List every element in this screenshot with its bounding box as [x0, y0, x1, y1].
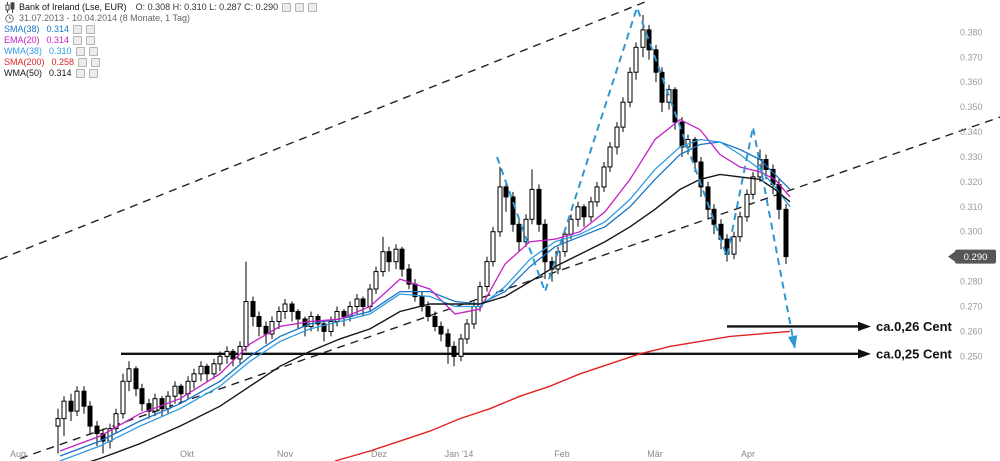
- indicator-label: WMA(38): [4, 46, 42, 56]
- indicator-edit-button[interactable]: [75, 69, 85, 78]
- indicator-edit-button[interactable]: [73, 36, 83, 45]
- indicator-value: 0.314: [46, 24, 70, 34]
- indicator-label: WMA(50): [4, 68, 42, 78]
- period-row: 31.07.2013 - 10.04.2014 (8 Monate, 1 Tag…: [4, 13, 317, 24]
- chart-legend: Bank of Ireland (Lse, EUR) O: 0.308 H: 0…: [4, 2, 318, 79]
- svg-text:0.350: 0.350: [960, 102, 983, 112]
- instrument-title: Bank of Ireland (Lse, EUR): [19, 2, 127, 12]
- indicator-close-button[interactable]: [88, 47, 98, 56]
- svg-text:Apr: Apr: [741, 449, 755, 459]
- price-target-arrows: ca.0,26 Cent ca.0,25 Cent: [121, 319, 953, 361]
- indicator-label: SMA(38): [4, 24, 40, 34]
- time-axis[interactable]: Aug Okt Nov Dez Jan '14 Feb Mär Apr: [10, 449, 755, 459]
- ma-line-sma200: [334, 330, 791, 461]
- last-price-tag: 0.290: [948, 249, 996, 264]
- indicator-label: EMA(20): [4, 35, 40, 45]
- date-range: 31.07.2013 - 10.04.2014 (8 Monate, 1 Tag…: [19, 13, 190, 23]
- indicator-close-button[interactable]: [86, 25, 96, 34]
- svg-text:0.380: 0.380: [960, 27, 983, 37]
- svg-text:0.260: 0.260: [960, 326, 983, 336]
- instrument-row: Bank of Ireland (Lse, EUR) O: 0.308 H: 0…: [4, 2, 318, 13]
- indicator-row-wma38: WMA(38) 0.310: [4, 46, 317, 57]
- svg-text:0.360: 0.360: [960, 77, 983, 87]
- ma-line-sma38: [59, 141, 791, 457]
- svg-text:Feb: Feb: [554, 449, 570, 459]
- indicator-row-sma38: SMA(38) 0.314: [4, 24, 317, 35]
- ohlc-values: O: 0.308 H: 0.310 L: 0.287 C: 0.290: [135, 2, 279, 12]
- indicator-row-sma200: SMA(200) 0.258: [4, 57, 317, 68]
- candles-layer: [55, 15, 789, 454]
- svg-text:0.340: 0.340: [960, 127, 983, 137]
- svg-text:Aug: Aug: [10, 449, 26, 459]
- clock-icon: [4, 14, 15, 23]
- indicator-row-ema20: EMA(20) 0.314: [4, 35, 317, 46]
- indicator-value: 0.258: [51, 57, 75, 67]
- projection-zigzag: [496, 4, 798, 350]
- indicator-edit-button[interactable]: [73, 25, 83, 34]
- svg-text:0.320: 0.320: [960, 177, 983, 187]
- svg-text:0.270: 0.270: [960, 302, 983, 312]
- svg-text:0.280: 0.280: [960, 277, 983, 287]
- legend-duplicate-button[interactable]: [295, 3, 305, 12]
- indicator-value: 0.314: [49, 68, 72, 78]
- svg-text:Jan '14: Jan '14: [445, 449, 474, 459]
- svg-text:Nov: Nov: [277, 449, 294, 459]
- candlestick-icon: [4, 2, 15, 13]
- svg-text:0.300: 0.300: [960, 227, 983, 237]
- svg-text:0.310: 0.310: [960, 202, 983, 212]
- indicator-edit-button[interactable]: [75, 47, 85, 56]
- legend-settings-button[interactable]: [282, 3, 292, 12]
- indicator-value: 0.310: [49, 46, 72, 56]
- svg-text:0.370: 0.370: [960, 52, 983, 62]
- indicator-value: 0.314: [46, 35, 70, 45]
- indicator-close-button[interactable]: [88, 69, 98, 78]
- indicator-row-wma50: WMA(50) 0.314: [4, 68, 317, 79]
- indicator-close-button[interactable]: [86, 36, 96, 45]
- indicator-label: SMA(200): [4, 57, 45, 67]
- svg-text:0.290: 0.290: [964, 252, 988, 263]
- ma-line-ema20: [59, 118, 791, 452]
- svg-text:0.330: 0.330: [960, 152, 983, 162]
- ma-line-wma38: [59, 138, 791, 461]
- legend-close-button[interactable]: [308, 3, 318, 12]
- svg-text:Mär: Mär: [647, 449, 663, 459]
- svg-text:Okt: Okt: [180, 449, 195, 459]
- indicator-close-button[interactable]: [91, 58, 101, 67]
- price-axis[interactable]: 0.380 0.370 0.360 0.350 0.340 0.330 0.320 0.310…: [960, 27, 983, 361]
- price-target-label: ca.0,26 Cent: [876, 319, 953, 334]
- svg-text:0.250: 0.250: [960, 351, 983, 361]
- svg-text:Dez: Dez: [371, 449, 388, 459]
- indicator-edit-button[interactable]: [78, 58, 88, 67]
- price-target-label: ca.0,25 Cent: [876, 346, 953, 361]
- ma-line-wma50: [89, 173, 791, 461]
